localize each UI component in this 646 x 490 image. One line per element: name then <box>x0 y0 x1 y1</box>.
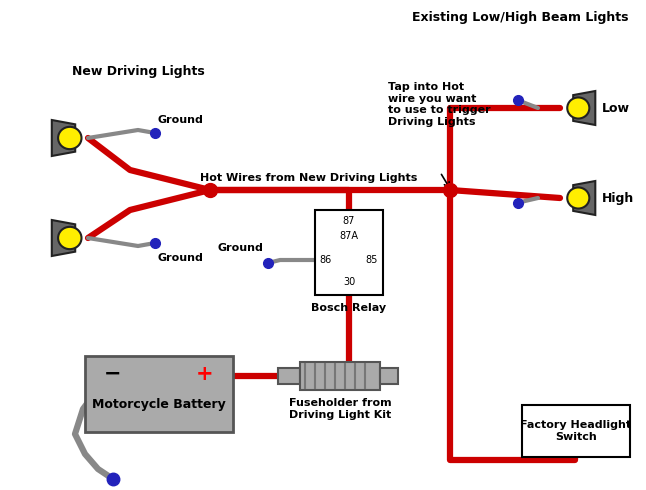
Text: 30: 30 <box>343 277 355 287</box>
Bar <box>300 362 380 390</box>
Polygon shape <box>573 91 596 125</box>
Text: High: High <box>602 192 634 204</box>
Ellipse shape <box>58 227 81 249</box>
Text: Tap into Hot
wire you want
to use to trigger
Driving Lights: Tap into Hot wire you want to use to tri… <box>388 82 490 127</box>
Ellipse shape <box>567 98 589 119</box>
Bar <box>315 210 383 295</box>
Text: Factory Headlight
Switch: Factory Headlight Switch <box>521 420 632 442</box>
Polygon shape <box>573 181 596 215</box>
Text: 85: 85 <box>366 255 378 265</box>
Text: 87A: 87A <box>340 231 359 241</box>
Ellipse shape <box>567 188 589 209</box>
Bar <box>85 356 233 432</box>
Bar <box>522 405 630 457</box>
Text: Ground: Ground <box>158 115 204 125</box>
Bar <box>278 368 300 384</box>
Polygon shape <box>52 220 75 256</box>
Text: 86: 86 <box>320 255 332 265</box>
Text: Existing Low/High Beam Lights: Existing Low/High Beam Lights <box>412 11 629 24</box>
Text: Ground: Ground <box>158 253 204 263</box>
Text: −: − <box>104 364 121 384</box>
Ellipse shape <box>58 127 81 149</box>
Text: +: + <box>196 364 214 384</box>
Text: 87: 87 <box>343 216 355 226</box>
Polygon shape <box>52 120 75 156</box>
Text: Hot Wires from New Driving Lights: Hot Wires from New Driving Lights <box>200 173 417 183</box>
Text: New Driving Lights: New Driving Lights <box>72 66 205 78</box>
Text: Low: Low <box>602 101 630 115</box>
Text: Ground: Ground <box>217 243 263 253</box>
Text: Fuseholder from
Driving Light Kit: Fuseholder from Driving Light Kit <box>289 398 391 419</box>
Text: Motorcycle Battery: Motorcycle Battery <box>92 397 226 411</box>
Text: Bosch Relay: Bosch Relay <box>311 303 386 313</box>
Bar <box>380 368 398 384</box>
